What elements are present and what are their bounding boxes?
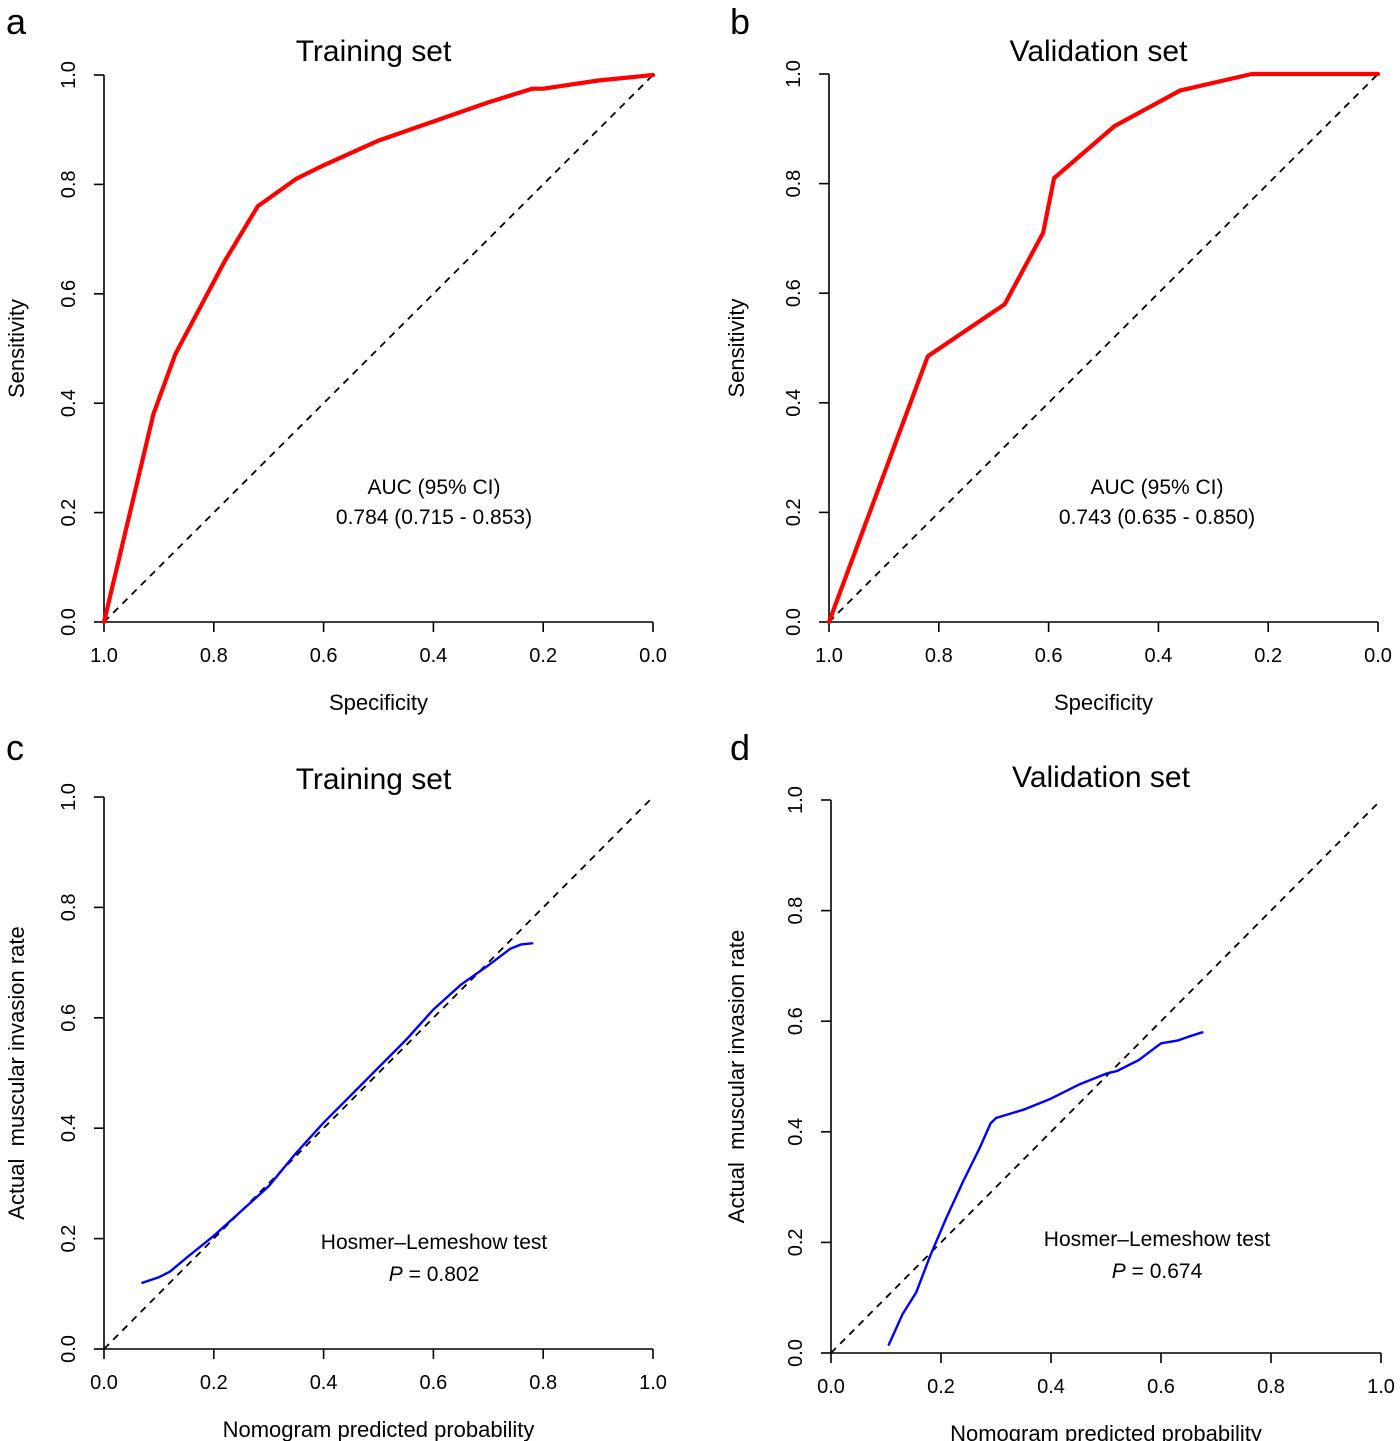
y-tick-label: 0.4	[58, 389, 80, 417]
x-tick-label: 0.0	[639, 645, 667, 667]
y-tick-label: 0.4	[58, 1114, 80, 1142]
x-tick-label: 0.8	[925, 645, 953, 667]
y-tick-label: 0.6	[783, 279, 805, 307]
y-tick-label: 0.6	[58, 1004, 80, 1032]
x-axis-label: Nomogram predicted probability	[950, 1421, 1262, 1441]
p-value: = 0.674	[1126, 1260, 1203, 1283]
x-tick-label: 0.8	[529, 1372, 557, 1394]
y-axis-label: Sensitivity	[4, 299, 29, 398]
x-tick-label: 1.0	[639, 1372, 667, 1394]
y-tick-label: 0.2	[785, 1228, 807, 1256]
annotation-line: AUC (95% CI)	[1090, 476, 1223, 499]
annotation-line: 0.743 (0.635 - 0.850)	[1059, 506, 1255, 529]
y-tick-label: 0.0	[785, 1339, 807, 1367]
y-tick-label: 0.6	[58, 280, 80, 308]
y-tick-label: 0.0	[58, 1335, 80, 1363]
annotation-line: Hosmer–Lemeshow test	[1044, 1228, 1271, 1251]
y-axis-label: Sensitivity	[724, 298, 749, 397]
y-tick-label: 0.8	[783, 170, 805, 198]
y-tick-label: 0.4	[785, 1118, 807, 1146]
x-tick-label: 0.6	[310, 645, 338, 667]
x-axis-label: Specificity	[329, 690, 428, 715]
y-tick-label: 1.0	[783, 60, 805, 88]
panel-letter: c	[6, 727, 24, 768]
panel-c: c Training set 0.0 0.2 0.4 0.6 0.8 1.0 0.0 0.2 0.4…	[4, 727, 667, 1441]
diagonal-reference-line	[103, 74, 654, 623]
diagonal-reference-line	[828, 73, 1379, 623]
y-tick-label: 0.0	[58, 608, 80, 636]
chart-title: Training set	[296, 763, 452, 796]
x-tick-label: 0.2	[927, 1376, 955, 1398]
panel-letter: d	[730, 727, 750, 768]
x-tick-label: 0.8	[200, 645, 228, 667]
x-tick-label: 1.0	[90, 645, 118, 667]
chart-title: Validation set	[1012, 761, 1191, 794]
panel-letter: a	[6, 1, 27, 42]
chart-title: Validation set	[1010, 35, 1189, 68]
annotation-line: 0.784 (0.715 - 0.853)	[336, 506, 532, 529]
y-tick-label: 1.0	[58, 783, 80, 811]
diagonal-reference-line	[103, 796, 654, 1350]
y-tick-label: 0.4	[783, 389, 805, 417]
diagonal-reference-line	[830, 799, 1382, 1354]
panel-a: a Training set 1.0 0.8 0.6 0.4 0.2 0.0 0.0 0.2 0.4…	[4, 1, 667, 715]
y-axis-label: Actual muscular invasion rate	[724, 930, 749, 1223]
p-value-annotation: P = 0.802	[389, 1263, 480, 1286]
x-tick-label: 0.2	[529, 645, 557, 667]
x-tick-label: 0.6	[419, 1372, 447, 1394]
x-tick-label: 0.2	[1254, 645, 1282, 667]
y-axis-label: Actual muscular invasion rate	[4, 926, 29, 1219]
roc-curve	[826, 71, 1381, 625]
x-tick-label: 0.0	[1364, 645, 1392, 667]
x-tick-label: 0.2	[200, 1372, 228, 1394]
x-axis-label: Specificity	[1054, 690, 1153, 715]
chart-title: Training set	[296, 35, 452, 68]
x-tick-label: 0.6	[1147, 1376, 1175, 1398]
p-value: = 0.802	[403, 1263, 479, 1286]
y-tick-label: 0.8	[785, 897, 807, 925]
y-tick-label: 0.8	[58, 893, 80, 921]
x-tick-label: 0.0	[817, 1376, 845, 1398]
x-tick-label: 0.4	[1144, 645, 1172, 667]
panel-letter: b	[730, 1, 750, 42]
x-tick-label: 0.0	[90, 1372, 118, 1394]
p-value-annotation: P = 0.674	[1112, 1260, 1203, 1283]
panel-b: b Validation set 1.0 0.8 0.6 0.4 0.2 0.0 0.0 0.2 0…	[724, 1, 1392, 715]
x-tick-label: 0.4	[419, 645, 447, 667]
x-tick-label: 0.4	[1037, 1376, 1065, 1398]
y-tick-label: 1.0	[58, 61, 80, 89]
annotation-line: Hosmer–Lemeshow test	[321, 1231, 548, 1254]
p-symbol: P	[389, 1263, 403, 1286]
p-symbol: P	[1112, 1260, 1126, 1283]
x-tick-label: 0.4	[310, 1372, 338, 1394]
roc-curve	[101, 72, 656, 625]
x-axis-label: Nomogram predicted probability	[223, 1417, 535, 1441]
calibration-curve	[887, 1031, 1204, 1346]
x-tick-label: 1.0	[815, 645, 843, 667]
x-tick-label: 0.8	[1257, 1376, 1285, 1398]
panel-d: d Validation set 0.0 0.2 0.4 0.6 0.8 1.0 0.0 0.2 0…	[724, 727, 1395, 1441]
y-tick-label: 0.8	[58, 170, 80, 198]
annotation-line: AUC (95% CI)	[367, 476, 500, 499]
y-tick-label: 0.2	[58, 499, 80, 527]
y-tick-label: 0.2	[783, 498, 805, 526]
y-tick-label: 1.0	[785, 786, 807, 814]
y-tick-label: 0.2	[58, 1225, 80, 1253]
calibration-curve	[141, 942, 534, 1285]
y-tick-label: 0.6	[785, 1007, 807, 1035]
x-tick-label: 0.6	[1035, 645, 1063, 667]
y-tick-label: 0.0	[783, 608, 805, 636]
x-tick-label: 1.0	[1367, 1376, 1395, 1398]
